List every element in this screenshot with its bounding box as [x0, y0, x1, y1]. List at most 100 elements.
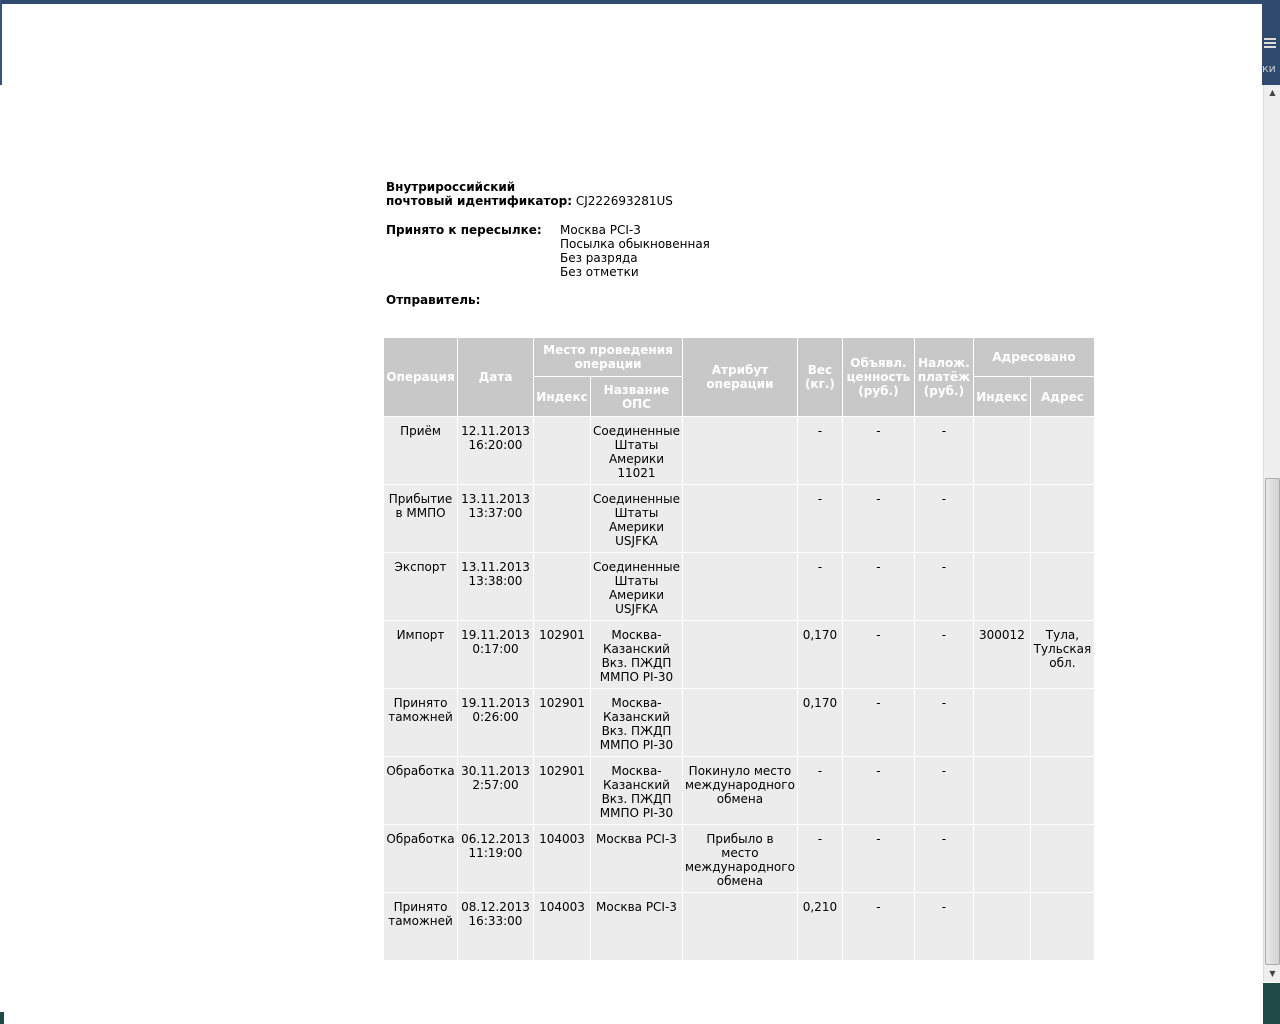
cell-attribute: [682, 485, 797, 552]
cell-date: 13.11.2013 13:38:00: [458, 553, 533, 620]
cell-declared-value: -: [842, 621, 914, 688]
taskbar-corner: [1263, 983, 1280, 1024]
cell-date: 13.11.2013 13:37:00: [458, 485, 533, 552]
cell-place-name: Соединенные Штаты Америки USJFKA: [591, 553, 682, 620]
cell-addr-address: [1030, 825, 1094, 892]
cell-weight: -: [797, 757, 842, 824]
cell-weight: -: [797, 553, 842, 620]
cell-date: 12.11.2013 16:20:00: [458, 417, 533, 484]
cell-date: 19.11.2013 0:26:00: [458, 689, 533, 756]
table-row: Принято таможней 08.12.2013 16:33:00 10400…: [384, 893, 1094, 960]
cell-date: 30.11.2013 2:57:00: [458, 757, 533, 824]
cell-date: 08.12.2013 16:33:00: [458, 893, 533, 960]
cell-weight: -: [797, 485, 842, 552]
identifier-label: Внутрироссийский почтовый идентификатор: …: [386, 180, 673, 208]
cell-operation: Обработка: [384, 757, 457, 824]
cell-declared-value: -: [842, 893, 914, 960]
accepted-values: Москва PCI-3 Посылка обыкновенная Без ра…: [560, 223, 710, 279]
cell-cod: -: [914, 621, 973, 688]
cell-addr-index: [973, 893, 1030, 960]
accepted-label: Принято к пересылке:: [386, 223, 542, 237]
cell-attribute: [682, 689, 797, 756]
cell-operation: Прибытие в ММПО: [384, 485, 457, 552]
cell-addr-index: [973, 825, 1030, 892]
scrollbar-thumb[interactable]: [1265, 478, 1280, 965]
cell-place-index: 102901: [534, 689, 590, 756]
cell-place-index: 102901: [534, 757, 590, 824]
cell-addr-index: 300012: [973, 621, 1030, 688]
table-row: Обработка 06.12.2013 11:19:00 104003 Москва…: [384, 825, 1094, 892]
cell-place-name: Соединенные Штаты Америки USJFKA: [591, 485, 682, 552]
cell-attribute: [682, 417, 797, 484]
cell-weight: -: [797, 825, 842, 892]
cell-operation: Принято таможней: [384, 689, 457, 756]
table-row: Обработка 30.11.2013 2:57:00 102901 Москва-…: [384, 757, 1094, 824]
table-row: Принято таможней 19.11.2013 0:26:00 102901…: [384, 689, 1094, 756]
identifier-value: CJ222693281US: [575, 194, 673, 208]
table-row: Приём 12.11.2013 16:20:00 Соединенные Штат…: [384, 417, 1094, 484]
cell-cod: -: [914, 893, 973, 960]
cell-place-index: [534, 553, 590, 620]
background-window: ки: [1262, 0, 1280, 85]
cell-declared-value: -: [842, 689, 914, 756]
cell-addr-address: [1030, 893, 1094, 960]
cell-date: 06.12.2013 11:19:00: [458, 825, 533, 892]
cell-operation: Экспорт: [384, 553, 457, 620]
cell-place-name: Москва- Казанский Вкз. ПЖДП ММПО PI-30: [591, 621, 682, 688]
cell-addr-address: [1030, 417, 1094, 484]
header-addressed: Адресовано: [973, 338, 1094, 376]
cell-cod: -: [914, 485, 973, 552]
header-addr-index: Индекс: [973, 377, 1030, 416]
header-weight: Вес (кг.): [797, 338, 842, 416]
header-declared-value: Объявл. ценность (руб.): [842, 338, 914, 416]
cell-place-index: 104003: [534, 825, 590, 892]
cell-attribute: Покинуло место международного обмена: [682, 757, 797, 824]
cell-operation: Импорт: [384, 621, 457, 688]
cell-weight: 0,210: [797, 893, 842, 960]
cell-cod: -: [914, 757, 973, 824]
cell-place-index: 104003: [534, 893, 590, 960]
cell-weight: -: [797, 417, 842, 484]
header-addr-address: Адрес: [1030, 377, 1094, 416]
cell-weight: 0,170: [797, 621, 842, 688]
cell-place-index: [534, 417, 590, 484]
cell-addr-address: [1030, 757, 1094, 824]
header-place-index: Индекс: [534, 377, 590, 416]
cell-cod: -: [914, 417, 973, 484]
cell-date: 19.11.2013 0:17:00: [458, 621, 533, 688]
table-row: Импорт 19.11.2013 0:17:00 102901 Москва- Ка…: [384, 621, 1094, 688]
menu-icon[interactable]: [1264, 38, 1276, 40]
cell-declared-value: -: [842, 417, 914, 484]
cell-operation: Приём: [384, 417, 457, 484]
cell-cod: -: [914, 553, 973, 620]
cell-declared-value: -: [842, 485, 914, 552]
cell-addr-address: [1030, 689, 1094, 756]
cell-cod: -: [914, 689, 973, 756]
cell-cod: -: [914, 825, 973, 892]
scroll-up-arrow-icon[interactable]: ▲: [1269, 88, 1276, 97]
header-cod: Налож. платёж (руб.): [914, 338, 973, 416]
scroll-down-arrow-icon[interactable]: ▼: [1269, 969, 1276, 978]
cell-addr-index: [973, 485, 1030, 552]
cell-addr-index: [973, 757, 1030, 824]
cell-place-name: Москва- Казанский Вкз. ПЖДП ММПО PI-30: [591, 757, 682, 824]
sender-label: Отправитель:: [386, 293, 481, 307]
cell-place-name: Москва PCI-3: [591, 893, 682, 960]
cell-declared-value: -: [842, 825, 914, 892]
cell-addr-index: [973, 417, 1030, 484]
table-row: Прибытие в ММПО 13.11.2013 13:37:00 Соедин…: [384, 485, 1094, 552]
cell-place-name: Москва PCI-3: [591, 825, 682, 892]
header-date: Дата: [458, 338, 533, 416]
table-body: Приём 12.11.2013 16:20:00 Соединенные Штат…: [384, 417, 1094, 960]
vertical-scrollbar[interactable]: ▲ ▼: [1263, 85, 1280, 982]
cell-declared-value: -: [842, 757, 914, 824]
cell-place-name: Москва- Казанский Вкз. ПЖДП ММПО PI-30: [591, 689, 682, 756]
cell-place-name: Соединенные Штаты Америки 11021: [591, 417, 682, 484]
background-label: ки: [1262, 62, 1276, 75]
cell-addr-address: Тула, Тульская обл.: [1030, 621, 1094, 688]
cell-place-index: 102901: [534, 621, 590, 688]
cell-addr-index: [973, 689, 1030, 756]
table-row: Экспорт 13.11.2013 13:38:00 Соединенные Шт…: [384, 553, 1094, 620]
header-attribute: Атрибут операции: [682, 338, 797, 416]
window-frame-left: [0, 0, 2, 85]
